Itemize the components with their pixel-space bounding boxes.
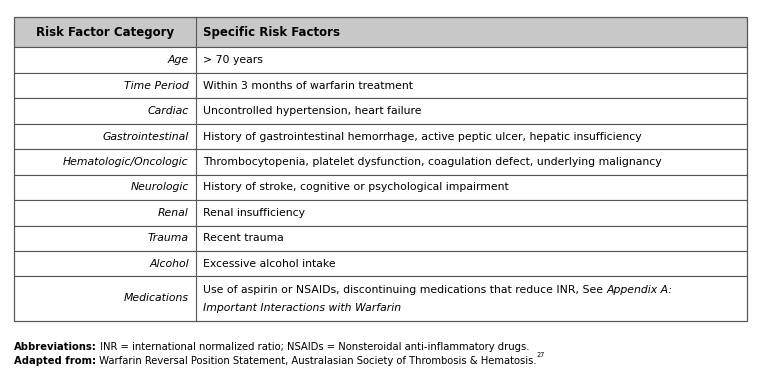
Bar <box>14 124 747 149</box>
Bar <box>14 17 747 321</box>
Bar <box>14 175 747 200</box>
Text: Important Interactions with Warfarin: Important Interactions with Warfarin <box>203 303 401 313</box>
Text: Appendix A:: Appendix A: <box>607 285 673 295</box>
Text: Renal insufficiency: Renal insufficiency <box>203 208 305 218</box>
Text: Recent trauma: Recent trauma <box>203 233 284 243</box>
Text: Warfarin Reversal Position Statement, Australasian Society of Thrombosis & Hemat: Warfarin Reversal Position Statement, Au… <box>96 356 537 366</box>
Text: Abbreviations:: Abbreviations: <box>14 342 97 352</box>
Bar <box>14 200 747 226</box>
Text: 27: 27 <box>537 352 545 358</box>
Text: Uncontrolled hypertension, heart failure: Uncontrolled hypertension, heart failure <box>203 106 422 116</box>
Bar <box>14 226 747 251</box>
Bar <box>14 251 747 276</box>
Text: Renal: Renal <box>158 208 189 218</box>
Text: Hematologic/Oncologic: Hematologic/Oncologic <box>63 157 189 167</box>
Text: History of stroke, cognitive or psychological impairment: History of stroke, cognitive or psycholo… <box>203 183 509 192</box>
Text: Trauma: Trauma <box>148 233 189 243</box>
Text: Gastrointestinal: Gastrointestinal <box>103 132 189 141</box>
Text: Thrombocytopenia, platelet dysfunction, coagulation defect, underlying malignanc: Thrombocytopenia, platelet dysfunction, … <box>203 157 662 167</box>
Text: Neurologic: Neurologic <box>130 183 189 192</box>
Text: Use of aspirin or NSAIDs, discontinuing medications that reduce INR, See: Use of aspirin or NSAIDs, discontinuing … <box>203 285 607 295</box>
Text: Alcohol: Alcohol <box>149 259 189 269</box>
Text: > 70 years: > 70 years <box>203 55 263 65</box>
Text: Cardiac: Cardiac <box>148 106 189 116</box>
Bar <box>14 47 747 73</box>
Text: Within 3 months of warfarin treatment: Within 3 months of warfarin treatment <box>203 81 413 91</box>
Bar <box>14 149 747 175</box>
Text: Specific Risk Factors: Specific Risk Factors <box>203 26 340 39</box>
Text: Adapted from:: Adapted from: <box>14 356 96 366</box>
Text: Age: Age <box>167 55 189 65</box>
Bar <box>14 276 747 321</box>
Text: Medications: Medications <box>124 294 189 303</box>
Text: Risk Factor Category: Risk Factor Category <box>36 26 174 39</box>
Bar <box>14 98 747 124</box>
Text: Time Period: Time Period <box>124 81 189 91</box>
Text: Excessive alcohol intake: Excessive alcohol intake <box>203 259 336 269</box>
Bar <box>14 73 747 98</box>
Text: INR = international normalized ratio; NSAIDs = Nonsteroidal anti-inflammatory dr: INR = international normalized ratio; NS… <box>97 342 529 352</box>
Text: History of gastrointestinal hemorrhage, active peptic ulcer, hepatic insufficien: History of gastrointestinal hemorrhage, … <box>203 132 642 141</box>
Bar <box>14 17 747 47</box>
